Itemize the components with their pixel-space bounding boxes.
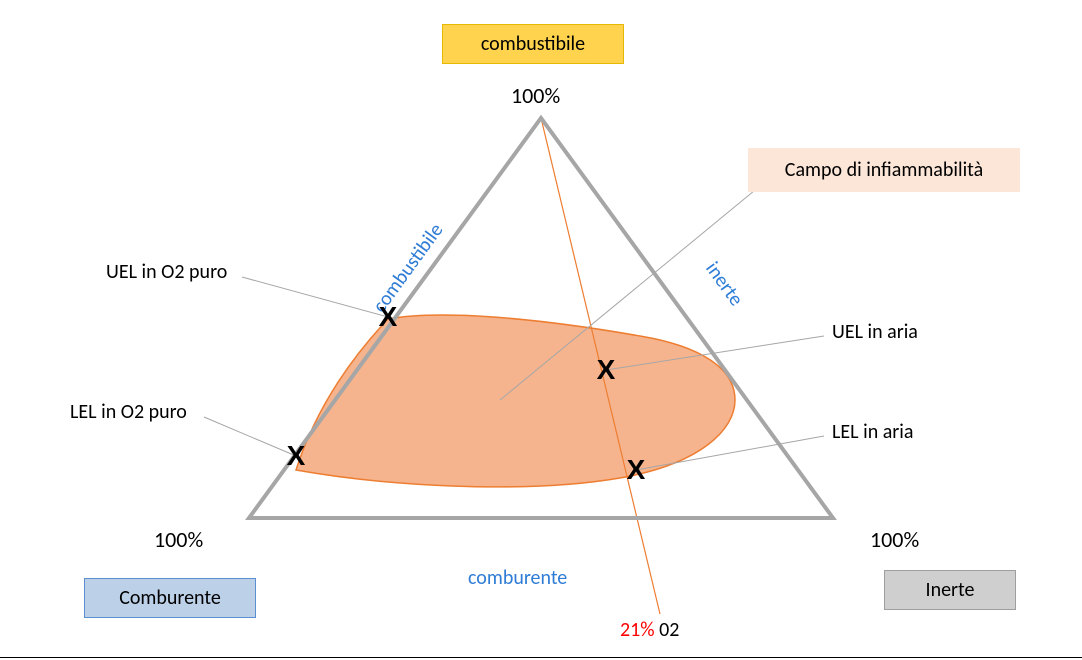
vertex-pct-top: 100% bbox=[511, 82, 560, 109]
field-box-campo: Campo di infiammabilità bbox=[748, 148, 1020, 192]
vertex-box-inerte: Inerte bbox=[884, 570, 1016, 610]
vertex-box-comburente: Comburente bbox=[84, 578, 256, 618]
marker-lel-air: X bbox=[627, 454, 646, 486]
label-lel-o2: LEL in O2 puro bbox=[70, 400, 187, 424]
vertex-box-combustibile: combustibile bbox=[442, 24, 624, 64]
label-lel-air: LEL in aria bbox=[832, 420, 913, 444]
edge-label-comburente: comburente bbox=[468, 566, 567, 590]
o2-21pct-label: 21% 02 bbox=[620, 618, 679, 642]
label-uel-o2: UEL in O2 puro bbox=[106, 260, 227, 284]
bottom-rule bbox=[0, 657, 1082, 658]
label-uel-air: UEL in aria bbox=[832, 320, 918, 344]
vertex-pct-right: 100% bbox=[870, 526, 919, 553]
marker-lel-o2: X bbox=[287, 440, 306, 472]
marker-uel-o2: X bbox=[379, 301, 398, 333]
marker-uel-air: X bbox=[597, 354, 616, 386]
flammability-region bbox=[296, 315, 735, 487]
vertex-pct-left: 100% bbox=[154, 526, 203, 553]
o2-suffix-text: 02 bbox=[655, 618, 680, 642]
o2-pct-text: 21% bbox=[620, 618, 655, 642]
